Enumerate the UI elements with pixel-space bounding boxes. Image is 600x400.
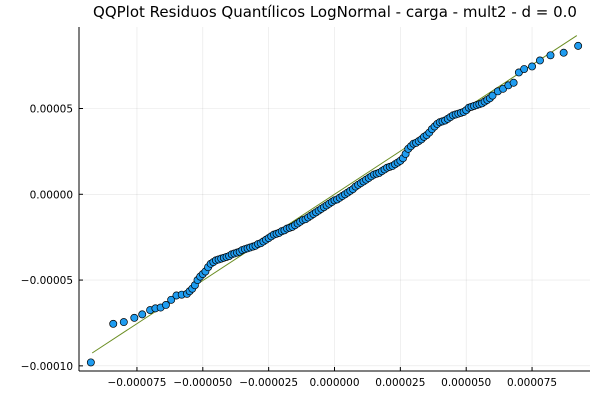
x-tick-label: −0.000075 — [107, 377, 166, 389]
data-point — [138, 310, 147, 319]
y-tick-label: 0.00000 — [30, 189, 73, 201]
grid — [79, 27, 590, 371]
data-point — [536, 56, 544, 65]
x-tick-label: −0.000025 — [239, 377, 298, 389]
data-point — [119, 318, 128, 327]
data-point — [86, 358, 95, 367]
data-point — [546, 51, 555, 60]
x-tick-label: 0.000075 — [507, 377, 557, 389]
data-point — [109, 319, 118, 328]
y-tick-label: −0.00010 — [21, 361, 73, 373]
x-tick-label: 0.000000 — [309, 377, 359, 389]
data-point — [161, 300, 170, 309]
y-tick-label: 0.00005 — [30, 103, 73, 115]
y-tick-label: −0.00005 — [21, 275, 73, 287]
data-point — [559, 48, 568, 57]
chart-title: QQPlot Residuos Quantílicos LogNormal - … — [93, 3, 577, 21]
data-points — [86, 41, 583, 367]
data-point — [130, 313, 139, 322]
data-point — [574, 41, 583, 50]
data-point — [509, 78, 518, 87]
data-point — [528, 62, 537, 71]
x-tick-label: 0.000025 — [375, 377, 425, 389]
x-tick-label: −0.000050 — [173, 377, 232, 389]
data-point — [488, 91, 497, 100]
ticks: −0.000075 −0.000050 −0.000025 0.000000 0.000… — [21, 103, 557, 389]
x-tick-label: 0.000050 — [441, 377, 491, 389]
data-point — [520, 65, 529, 73]
data-point — [167, 295, 176, 304]
